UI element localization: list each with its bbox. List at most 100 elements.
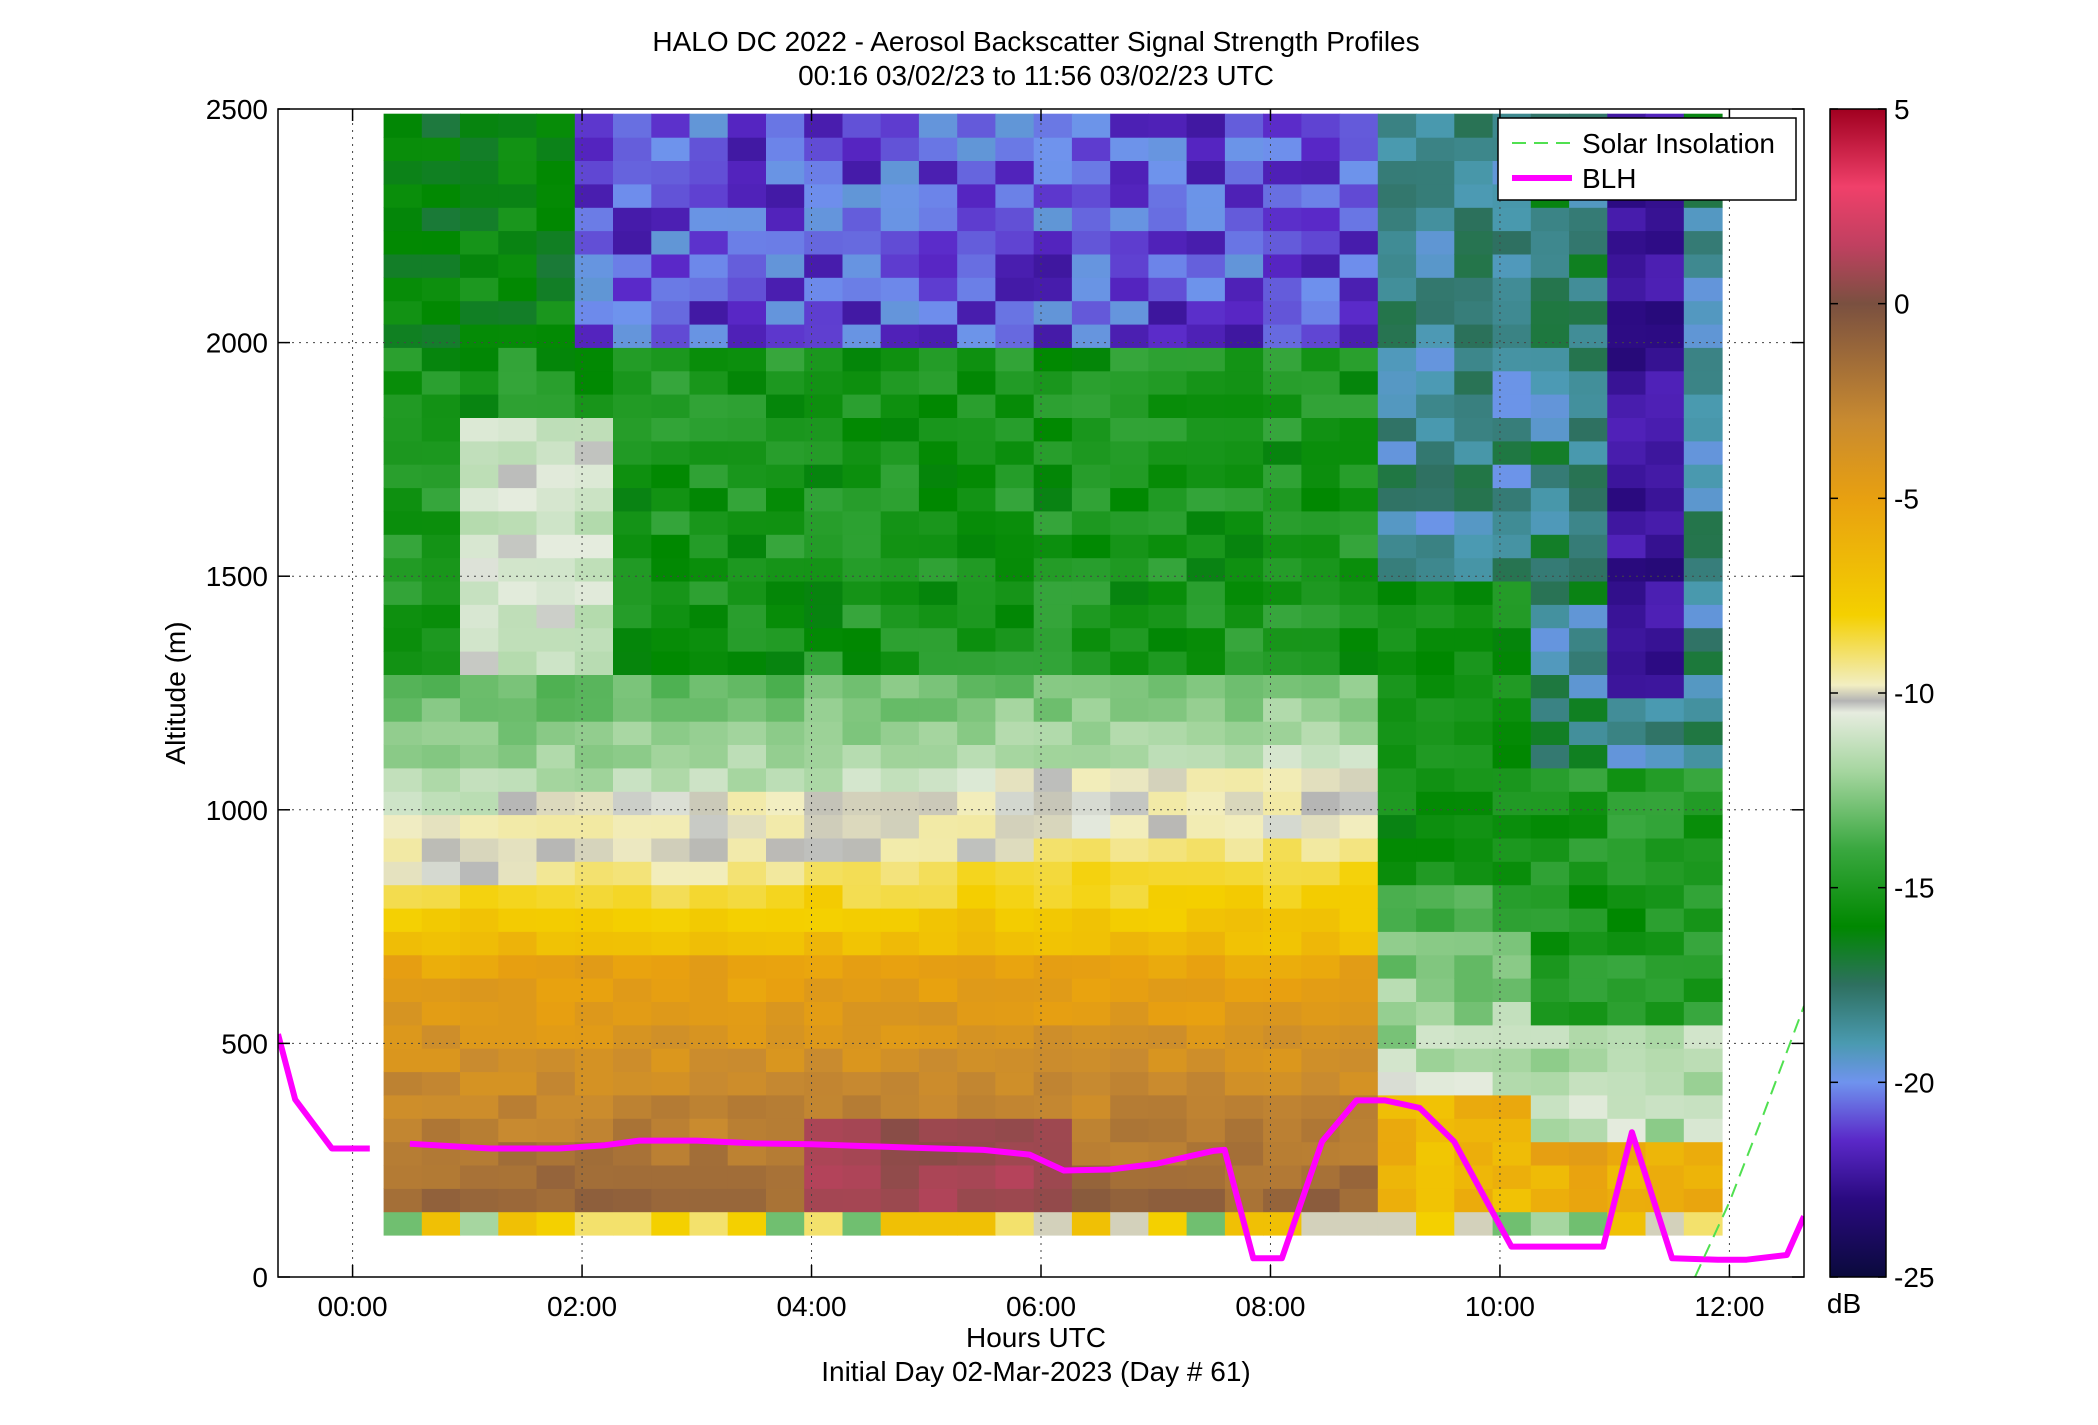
heatmap-cell <box>1110 370 1149 395</box>
heatmap-cell <box>1683 674 1723 699</box>
heatmap-cell <box>1224 580 1264 605</box>
heatmap-cell <box>689 837 729 862</box>
heatmap-cell <box>1492 464 1532 489</box>
heatmap-cell <box>1033 884 1073 909</box>
heatmap-cell <box>1263 580 1302 605</box>
heatmap-cell <box>995 627 1035 652</box>
heatmap-cell <box>727 1188 767 1213</box>
heatmap-cell <box>460 440 499 465</box>
heatmap-cell <box>1110 487 1149 512</box>
heatmap-cell <box>918 954 958 979</box>
heatmap-cell <box>1110 674 1149 699</box>
heatmap-cell <box>1492 744 1532 769</box>
heatmap-cell <box>1530 1024 1570 1049</box>
heatmap-cell <box>1492 1048 1532 1073</box>
heatmap-cell <box>536 137 576 161</box>
heatmap-cell <box>995 721 1035 745</box>
heatmap-cell <box>574 1188 614 1213</box>
heatmap-cell <box>574 347 614 372</box>
y-axis-label: Altitude (m) <box>160 621 191 764</box>
heatmap-cell <box>1186 1188 1226 1213</box>
heatmap-cell <box>460 417 499 442</box>
heatmap-cell <box>383 160 423 185</box>
heatmap-cell <box>1110 300 1149 325</box>
heatmap-cell <box>536 207 576 232</box>
heatmap-cell <box>460 300 499 325</box>
heatmap-cell <box>918 113 958 138</box>
heatmap-cell <box>1377 253 1417 278</box>
heatmap-cell <box>613 814 652 839</box>
heatmap-cell <box>1683 651 1723 675</box>
heatmap-cell <box>1033 370 1073 395</box>
heatmap-cell <box>498 557 538 582</box>
heatmap-cell <box>1110 253 1149 278</box>
heatmap-cell <box>689 744 729 769</box>
heatmap-cell <box>689 767 729 792</box>
heatmap-cell <box>1033 347 1073 372</box>
heatmap-cell <box>727 347 767 372</box>
heatmap-cell <box>842 277 882 302</box>
heatmap-cell <box>804 1211 843 1236</box>
heatmap-cell <box>766 580 805 605</box>
heatmap-cell <box>727 1071 767 1096</box>
heatmap-cell <box>1148 1001 1188 1026</box>
heatmap-cell <box>421 674 461 699</box>
heatmap-cell <box>1492 1071 1532 1096</box>
heatmap-cell <box>1377 1164 1417 1189</box>
heatmap-cell <box>1454 1211 1494 1236</box>
heatmap-cell <box>689 580 729 605</box>
heatmap-cell <box>1683 323 1723 348</box>
heatmap-cell <box>1071 440 1111 465</box>
heatmap-cell <box>421 744 461 769</box>
heatmap-cell <box>766 861 805 886</box>
heatmap-cell <box>383 604 423 629</box>
heatmap-cell <box>1071 1024 1111 1049</box>
heatmap-cell <box>1148 464 1188 489</box>
heatmap-cell <box>1607 1048 1647 1073</box>
heatmap-cell <box>766 744 805 769</box>
heatmap-cell <box>766 440 805 465</box>
heatmap-cell <box>1492 1001 1532 1026</box>
heatmap-cell <box>804 534 843 559</box>
heatmap-cell <box>804 1094 843 1119</box>
heatmap-cell <box>1454 907 1494 932</box>
heatmap-cell <box>957 1188 996 1213</box>
heatmap-cell <box>1530 814 1570 839</box>
heatmap-cell <box>1301 837 1341 862</box>
heatmap-cell <box>957 464 996 489</box>
heatmap-cell <box>421 1164 461 1189</box>
heatmap-cell <box>804 440 843 465</box>
heatmap-cell <box>498 1094 538 1119</box>
heatmap-cell <box>1645 721 1685 745</box>
heatmap-cell <box>1263 464 1302 489</box>
heatmap-cell <box>995 978 1035 1002</box>
heatmap-cell <box>727 1024 767 1049</box>
heatmap-cell <box>1492 510 1532 535</box>
heatmap-cell <box>842 323 882 348</box>
heatmap-cell <box>1110 954 1149 979</box>
heatmap-cell <box>1110 1001 1149 1026</box>
heatmap-cell <box>1377 837 1417 862</box>
colorbar-tick-label: -10 <box>1894 678 1934 709</box>
heatmap-cell <box>1110 651 1149 675</box>
heatmap-cell <box>957 1094 996 1119</box>
heatmap-cell <box>1492 931 1532 956</box>
heatmap-cell <box>1339 323 1379 348</box>
heatmap-cell <box>1110 160 1149 185</box>
heatmap-cell <box>1377 674 1417 699</box>
heatmap-cell <box>727 697 767 722</box>
heatmap-cell <box>613 394 652 418</box>
heatmap-cell <box>1148 1118 1188 1143</box>
heatmap-cell <box>498 1048 538 1073</box>
heatmap-cell <box>1377 721 1417 745</box>
heatmap-cell <box>383 300 423 325</box>
heatmap-cell <box>536 440 576 465</box>
heatmap-cell <box>1645 791 1685 816</box>
heatmap-cell <box>1607 767 1647 792</box>
heatmap-cell <box>1224 651 1264 675</box>
heatmap-cell <box>1416 557 1455 582</box>
heatmap-cell <box>918 417 958 442</box>
heatmap-cell <box>574 721 614 745</box>
heatmap-cell <box>689 627 729 652</box>
heatmap-cell <box>995 347 1035 372</box>
